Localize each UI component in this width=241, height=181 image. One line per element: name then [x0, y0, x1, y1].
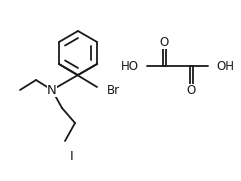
- Text: OH: OH: [216, 60, 234, 73]
- Text: Br: Br: [107, 83, 120, 96]
- Text: O: O: [186, 83, 196, 96]
- Text: N: N: [47, 83, 57, 96]
- Text: HO: HO: [121, 60, 139, 73]
- Text: I: I: [70, 150, 74, 163]
- Text: O: O: [159, 35, 169, 49]
